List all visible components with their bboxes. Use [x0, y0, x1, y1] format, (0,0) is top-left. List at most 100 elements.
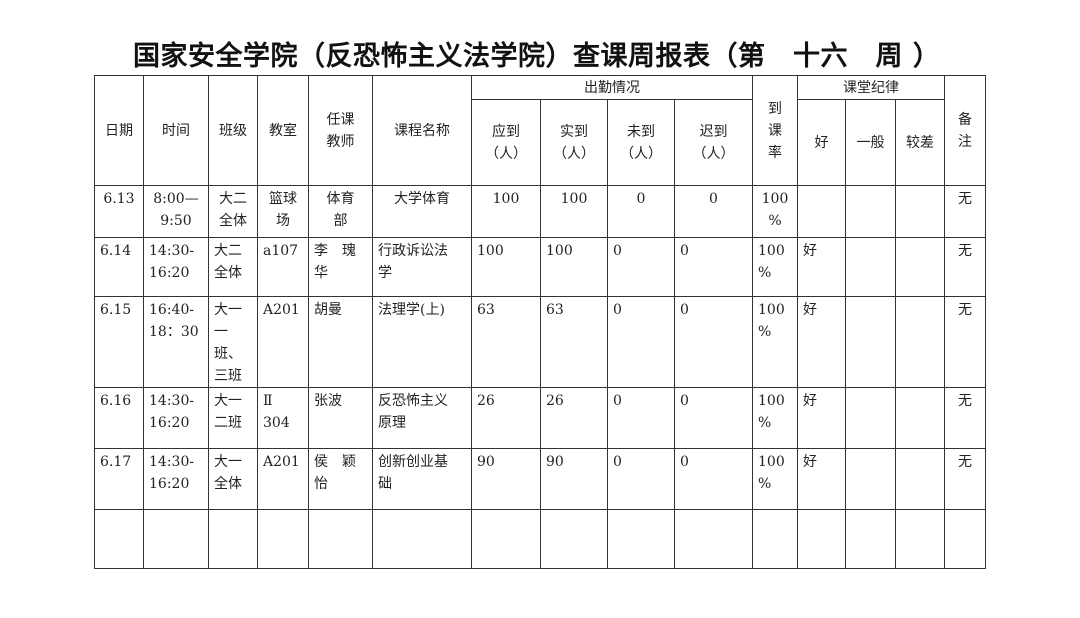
header-course: 课程名称	[372, 75, 472, 186]
cell-remarks: 无	[944, 185, 986, 238]
cell-actual: 100	[540, 185, 608, 238]
cell-poor	[895, 509, 945, 569]
table-row: 6.16 14:30- 16:20 大一 二班 Ⅱ 304 张波 反恐怖主义 原理 26 26…	[94, 387, 986, 449]
header-attendance: 出勤情况	[471, 75, 753, 100]
cell-date	[94, 509, 144, 569]
header-time: 时间	[143, 75, 209, 186]
cell-class: 大二 全体	[208, 237, 258, 297]
cell-expected: 100	[471, 237, 541, 297]
cell-course	[372, 509, 472, 569]
table-row	[94, 509, 986, 569]
cell-good	[797, 185, 846, 238]
cell-remarks: 无	[944, 296, 986, 388]
cell-date: 6.16	[94, 387, 144, 449]
cell-absent: 0	[607, 237, 675, 297]
cell-good: 好	[797, 448, 846, 510]
cell-rate: 100 %	[752, 185, 798, 238]
cell-poor	[895, 185, 945, 238]
cell-class: 大二 全体	[208, 185, 258, 238]
cell-date: 6.17	[94, 448, 144, 510]
header-actual: 实到 （人）	[540, 99, 608, 186]
cell-rate: 100 %	[752, 237, 798, 297]
header-average: 一般	[845, 99, 896, 186]
cell-late: 0	[674, 296, 753, 388]
cell-teacher: 侯 颖 怡	[308, 448, 373, 510]
cell-average	[845, 185, 896, 238]
cell-average	[845, 509, 896, 569]
header-date: 日期	[94, 75, 144, 186]
cell-actual: 26	[540, 387, 608, 449]
cell-course: 反恐怖主义 原理	[372, 387, 472, 449]
cell-absent	[607, 509, 675, 569]
cell-date: 6.13	[94, 185, 144, 238]
cell-remarks: 无	[944, 448, 986, 510]
cell-absent: 0	[607, 185, 675, 238]
cell-poor	[895, 448, 945, 510]
cell-poor	[895, 387, 945, 449]
cell-room: 篮球 场	[257, 185, 309, 238]
header-room: 教室	[257, 75, 309, 186]
cell-poor	[895, 296, 945, 388]
cell-good: 好	[797, 387, 846, 449]
cell-good: 好	[797, 296, 846, 388]
header-absent: 未到 （人）	[607, 99, 675, 186]
header-class: 班级	[208, 75, 258, 186]
table-row: 6.13 8:00— 9:50 大二 全体 篮球 场体育 部大学体育 100 100 0 0 1…	[94, 185, 986, 238]
cell-late	[674, 509, 753, 569]
cell-class: 大一 一 班、 三班	[208, 296, 258, 388]
cell-actual: 100	[540, 237, 608, 297]
report-title: 国家安全学院（反恐怖主义法学院）查课周报表（第 十六 周 ）	[133, 41, 941, 72]
cell-time: 14:30- 16:20	[143, 448, 209, 510]
cell-actual: 90	[540, 448, 608, 510]
cell-good	[797, 509, 846, 569]
cell-class: 大一 全体	[208, 448, 258, 510]
cell-poor	[895, 237, 945, 297]
cell-expected: 26	[471, 387, 541, 449]
header-expected: 应到 （人）	[471, 99, 541, 186]
cell-absent: 0	[607, 387, 675, 449]
table-row: 6.15 16:40- 18：30 大一 一 班、 三班 A201 胡曼 法理学(上) 63…	[94, 296, 986, 388]
cell-late: 0	[674, 448, 753, 510]
cell-remarks	[944, 509, 986, 569]
cell-absent: 0	[607, 448, 675, 510]
cell-rate: 100 %	[752, 387, 798, 449]
cell-average	[845, 387, 896, 449]
cell-room: A201	[257, 448, 309, 510]
table-row: 6.14 14:30- 16:20 大二 全体 a107 李 瑰 华行政诉讼法 学 100…	[94, 237, 986, 297]
cell-late: 0	[674, 387, 753, 449]
cell-time	[143, 509, 209, 569]
cell-teacher: 张波	[308, 387, 373, 449]
cell-actual	[540, 509, 608, 569]
cell-late: 0	[674, 237, 753, 297]
header-remarks: 备 注	[944, 75, 986, 186]
cell-rate: 100 %	[752, 296, 798, 388]
header-late: 迟到 （人）	[674, 99, 753, 186]
cell-course: 创新创业基 础	[372, 448, 472, 510]
cell-room: Ⅱ 304	[257, 387, 309, 449]
header-discipline: 课堂纪律	[797, 75, 945, 100]
cell-teacher: 胡曼	[308, 296, 373, 388]
cell-time: 8:00— 9:50	[143, 185, 209, 238]
weekly-class-inspection-table: 日期 时间 班级 教室 任课 教师 课程名称 出勤情况 到 课 率 课堂纪律 备…	[94, 75, 986, 569]
cell-class: 大一 二班	[208, 387, 258, 449]
cell-average	[845, 237, 896, 297]
cell-remarks: 无	[944, 237, 986, 297]
table-row: 6.17 14:30- 16:20 大一 全体 A201 侯 颖 怡创新创业基 础 90 9…	[94, 448, 986, 510]
cell-remarks: 无	[944, 387, 986, 449]
cell-teacher	[308, 509, 373, 569]
cell-rate	[752, 509, 798, 569]
cell-room	[257, 509, 309, 569]
header-good: 好	[797, 99, 846, 186]
cell-room: A201	[257, 296, 309, 388]
cell-actual: 63	[540, 296, 608, 388]
cell-average	[845, 296, 896, 388]
header-teacher: 任课 教师	[308, 75, 373, 186]
cell-absent: 0	[607, 296, 675, 388]
cell-course: 法理学(上)	[372, 296, 472, 388]
cell-class	[208, 509, 258, 569]
cell-teacher: 体育 部	[308, 185, 373, 238]
cell-course: 行政诉讼法 学	[372, 237, 472, 297]
cell-room: a107	[257, 237, 309, 297]
cell-expected: 90	[471, 448, 541, 510]
cell-good: 好	[797, 237, 846, 297]
